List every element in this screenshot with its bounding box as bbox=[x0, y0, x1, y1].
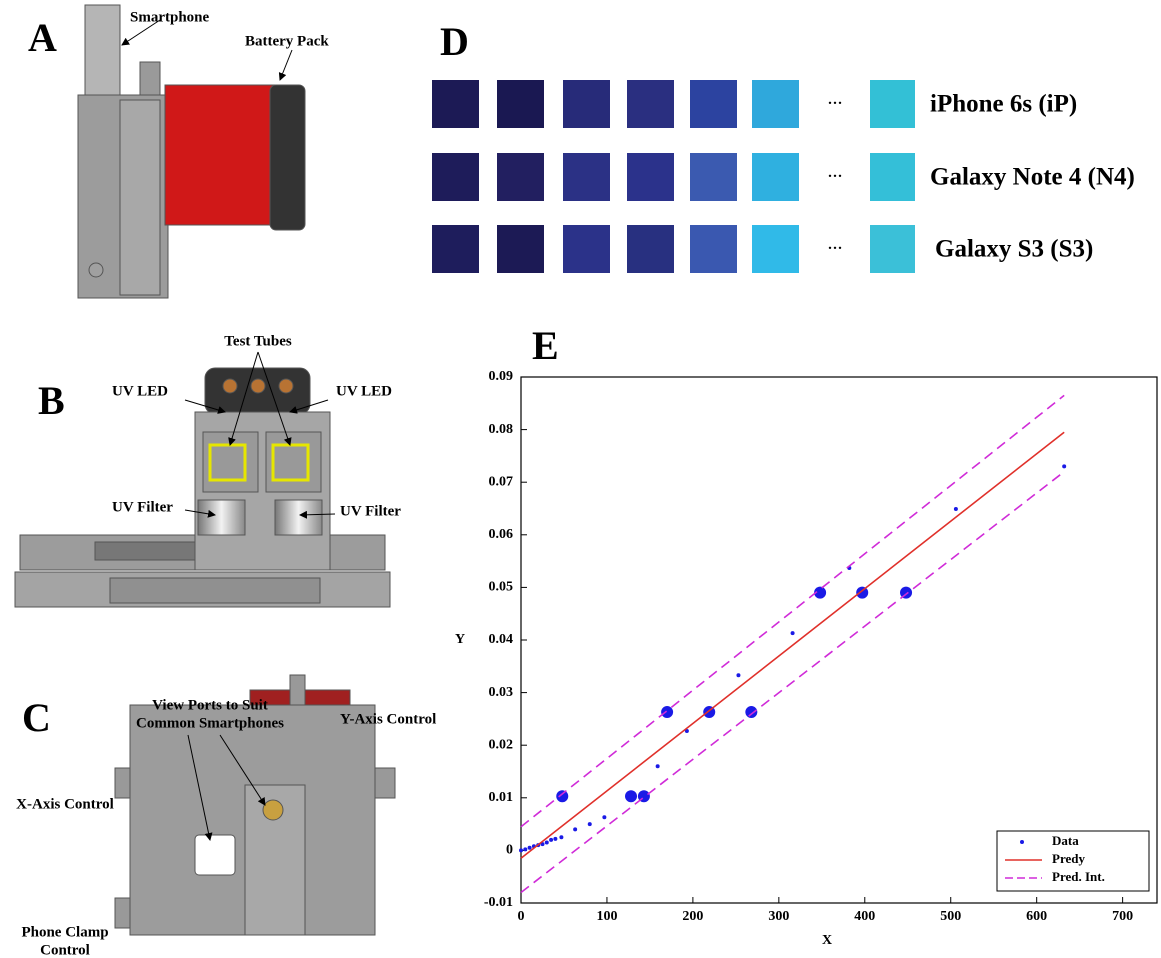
y-tick-label: 0.05 bbox=[489, 580, 514, 595]
data-point bbox=[625, 790, 637, 802]
data-point bbox=[602, 815, 606, 819]
annotation: Battery Pack bbox=[245, 33, 329, 49]
plot-frame bbox=[521, 377, 1157, 903]
panel-d: ··· iPhone 6s (iP) ··· Galaxy Note 4 (N4) ··… bbox=[432, 80, 1135, 273]
data-point bbox=[1062, 464, 1066, 468]
panel-label: B bbox=[38, 378, 65, 423]
swatch bbox=[627, 80, 674, 128]
legend-marker bbox=[1020, 840, 1024, 844]
swatch bbox=[432, 80, 479, 128]
y-tick-label: 0.01 bbox=[489, 790, 514, 805]
line bbox=[521, 395, 1064, 826]
swatch bbox=[690, 225, 737, 273]
legend-label: Predy bbox=[1052, 851, 1085, 866]
row-label: iPhone 6s (iP) bbox=[930, 91, 1077, 118]
data-point bbox=[791, 631, 795, 635]
y-tick-label: 0.07 bbox=[489, 474, 514, 489]
data-point bbox=[661, 706, 673, 718]
y-tick-label: 0.08 bbox=[489, 422, 514, 437]
x-tick-label: 0 bbox=[518, 909, 525, 924]
y-tick-label: 0.04 bbox=[489, 632, 514, 647]
annotation: Control bbox=[40, 942, 90, 958]
swatch bbox=[497, 225, 544, 273]
annotation: X-Axis Control bbox=[16, 796, 114, 812]
y-tick-label: 0.09 bbox=[489, 369, 514, 384]
swatch bbox=[563, 153, 610, 201]
x-tick-label: 300 bbox=[768, 909, 789, 924]
annotation: UV Filter bbox=[340, 503, 401, 519]
swatch bbox=[690, 153, 737, 201]
swatch bbox=[432, 225, 479, 273]
panel-label: E bbox=[532, 323, 559, 368]
y-tick-label: -0.01 bbox=[484, 895, 513, 910]
ellipsis: ··· bbox=[827, 240, 842, 256]
swatch bbox=[627, 153, 674, 201]
swatch bbox=[563, 80, 610, 128]
data-point bbox=[588, 822, 592, 826]
swatch bbox=[627, 225, 674, 273]
annotation: Test Tubes bbox=[224, 333, 292, 349]
annotation: Common Smartphones bbox=[136, 715, 284, 731]
data-point bbox=[528, 846, 532, 850]
annotation: UV LED bbox=[336, 383, 392, 399]
row-label: Galaxy S3 (S3) bbox=[935, 236, 1093, 263]
data-point bbox=[523, 847, 527, 851]
data-point bbox=[656, 764, 660, 768]
data-point bbox=[556, 790, 568, 802]
y-tick-label: 0 bbox=[506, 843, 513, 858]
swatch bbox=[432, 153, 479, 201]
ellipsis: ··· bbox=[827, 95, 842, 111]
ellipsis: ··· bbox=[827, 168, 842, 184]
swatch bbox=[497, 153, 544, 201]
swatch bbox=[563, 225, 610, 273]
row-label: Galaxy Note 4 (N4) bbox=[930, 164, 1135, 191]
data-point bbox=[573, 827, 577, 831]
data-point bbox=[736, 673, 740, 677]
line bbox=[521, 432, 1064, 858]
x-tick-label: 200 bbox=[682, 909, 703, 924]
annotation: Phone Clamp bbox=[21, 924, 108, 940]
x-axis-label: X bbox=[822, 933, 832, 948]
x-tick-label: 100 bbox=[596, 909, 617, 924]
panel-label: C bbox=[22, 695, 51, 740]
annotation: UV Filter bbox=[112, 499, 173, 515]
legend-label: Data bbox=[1052, 833, 1079, 848]
data-point bbox=[545, 841, 549, 845]
swatch bbox=[752, 153, 799, 201]
x-tick-label: 700 bbox=[1112, 909, 1133, 924]
data-point bbox=[856, 587, 868, 599]
data-point bbox=[519, 848, 523, 852]
swatch bbox=[690, 80, 737, 128]
swatch bbox=[752, 80, 799, 128]
panel-e-chart: 0 100 200 300 400 500 600 700 -0.01 0 0.01 0.02 0.03… bbox=[455, 369, 1157, 948]
swatch bbox=[870, 225, 915, 273]
figure: A Smartphone Battery Pack B Test Tubes U… bbox=[0, 0, 1161, 958]
prediction-interval-lower bbox=[521, 472, 1064, 893]
data-point bbox=[549, 838, 553, 842]
annotation: Smartphone bbox=[130, 9, 210, 25]
y-tick-label: 0.02 bbox=[489, 737, 514, 752]
swatch bbox=[870, 80, 915, 128]
data-point bbox=[559, 835, 563, 839]
legend-label: Pred. Int. bbox=[1052, 869, 1105, 884]
annotation: View Ports to Suit bbox=[152, 697, 268, 713]
y-tick-label: 0.06 bbox=[489, 527, 514, 542]
x-tick-label: 500 bbox=[940, 909, 961, 924]
panel-label: D bbox=[440, 19, 469, 64]
annotation: Y-Axis Control bbox=[340, 711, 436, 727]
panel-b-drawing bbox=[15, 352, 390, 607]
y-tick-label: 0.03 bbox=[489, 685, 514, 700]
swatch bbox=[497, 80, 544, 128]
panel-label: A bbox=[28, 15, 57, 60]
annotation: UV LED bbox=[112, 383, 168, 399]
y-axis-label: Y bbox=[455, 632, 465, 647]
data-point bbox=[553, 837, 557, 841]
data-point bbox=[954, 507, 958, 511]
data-point bbox=[745, 706, 757, 718]
swatch bbox=[870, 153, 915, 201]
x-tick-label: 600 bbox=[1026, 909, 1047, 924]
x-tick-label: 400 bbox=[854, 909, 875, 924]
swatch bbox=[752, 225, 799, 273]
